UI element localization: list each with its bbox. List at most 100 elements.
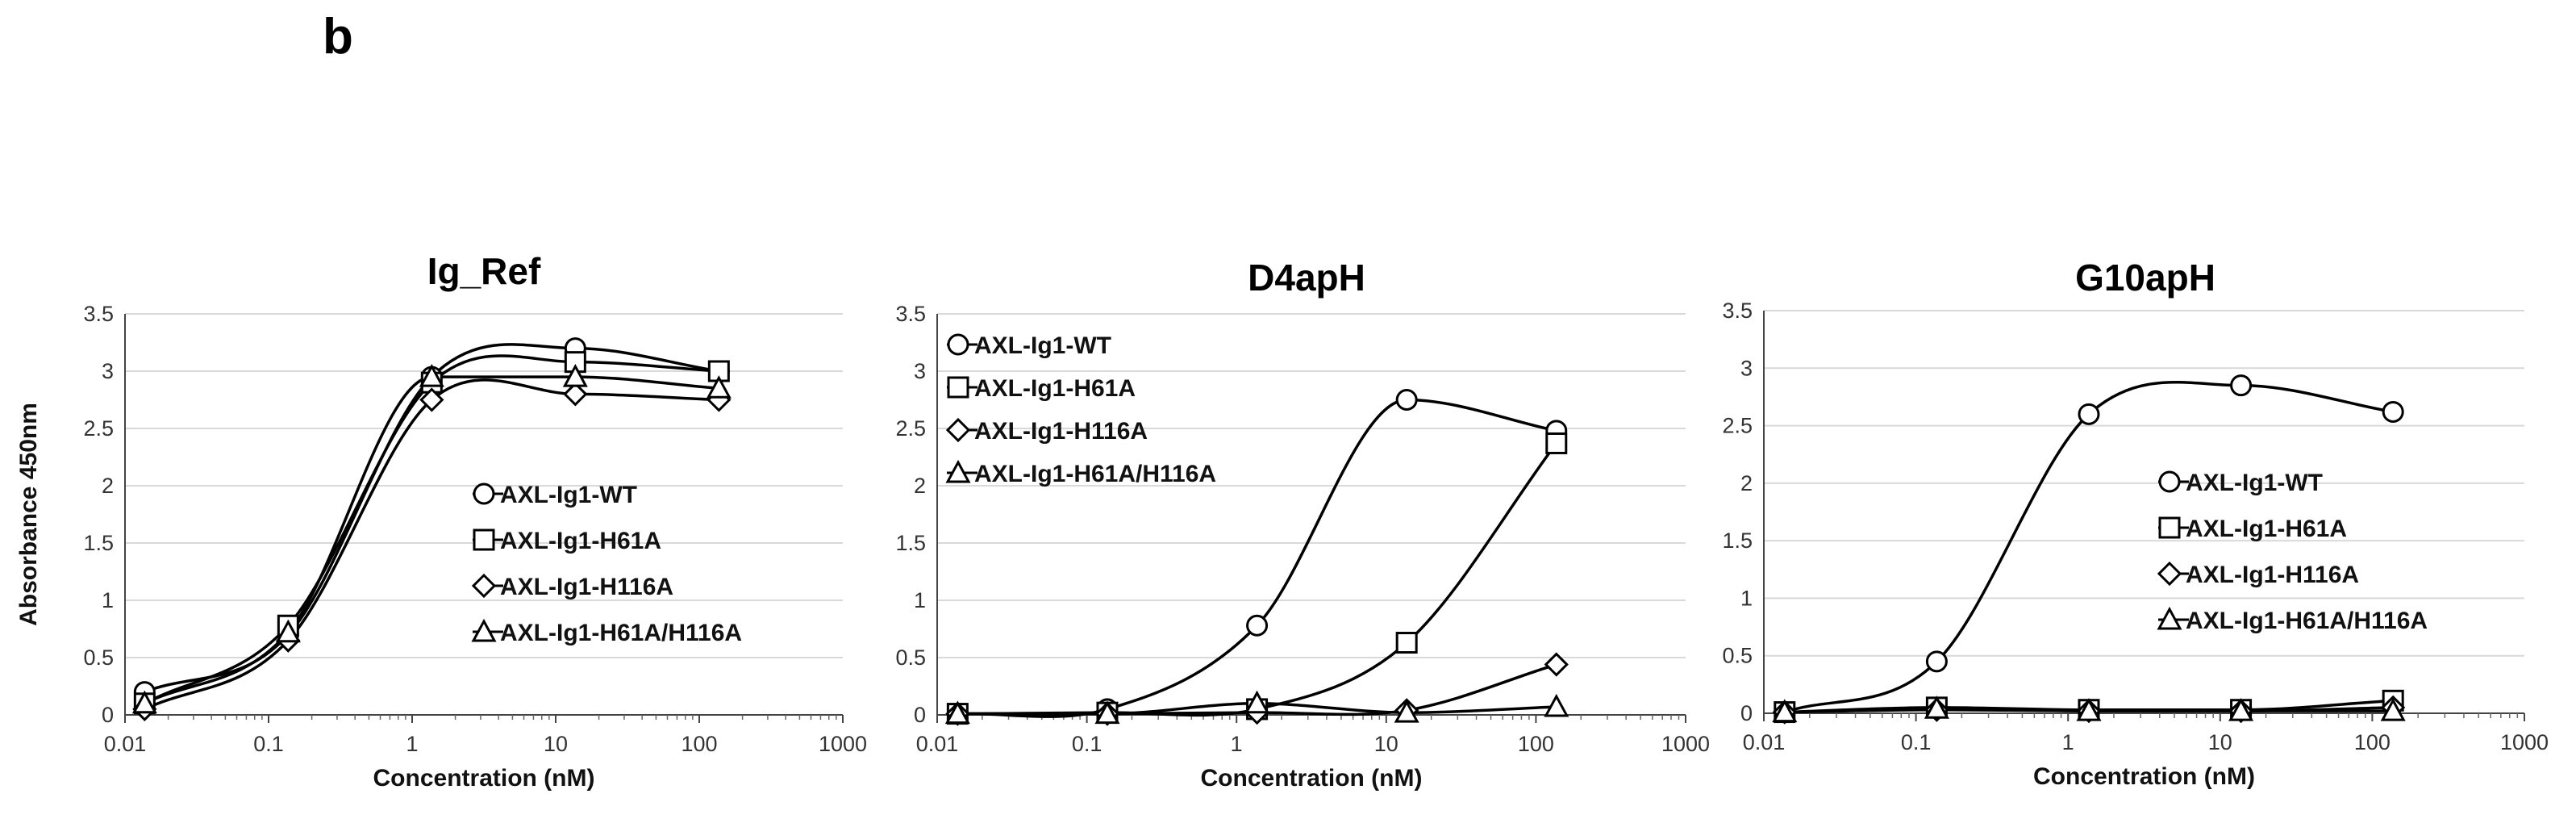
y-tick-label: 1 bbox=[1740, 586, 1753, 610]
data-point bbox=[1544, 693, 1569, 717]
data-point bbox=[2078, 403, 2100, 425]
y-tick-label: 1.5 bbox=[83, 531, 114, 555]
legend-marker bbox=[945, 459, 971, 483]
legend-label: AXL-Ig1-H61A/H116A bbox=[974, 461, 1216, 487]
y-tick-label: 2.5 bbox=[895, 416, 926, 441]
x-tick-label: 10 bbox=[1374, 732, 1398, 756]
series-line-1 bbox=[144, 354, 719, 705]
y-tick-label: 1 bbox=[914, 588, 926, 612]
x-tick-label: 1000 bbox=[1661, 732, 1710, 756]
y-tick-label: 3.5 bbox=[83, 302, 114, 326]
legend-label: AXL-Ig1-H61A/H116A bbox=[2186, 608, 2428, 634]
data-point bbox=[1395, 389, 1418, 411]
y-tick-label: 1.5 bbox=[1722, 528, 1753, 553]
x-tick-label: 0.01 bbox=[104, 732, 147, 756]
y-tick-label: 0 bbox=[914, 703, 926, 727]
series-line-3 bbox=[144, 375, 719, 705]
data-point bbox=[1244, 690, 1270, 714]
data-point bbox=[2230, 374, 2253, 397]
legend-marker bbox=[947, 376, 969, 399]
x-tick-label: 1 bbox=[2062, 730, 2074, 754]
x-tick-label: 10 bbox=[544, 732, 568, 756]
x-tick-label: 0.1 bbox=[1072, 732, 1103, 756]
chart-0: Ig_Ref 0 0.5 1 1.5 2 2.5 3 3.5 0.01 0.1 1 10 100 1000 C… bbox=[15, 250, 867, 792]
data-point bbox=[562, 363, 588, 387]
legend-marker bbox=[471, 618, 497, 642]
legend-marker bbox=[2158, 516, 2181, 539]
data-point bbox=[419, 363, 444, 387]
chart-title: Ig_Ref bbox=[427, 250, 541, 292]
legend-entry: AXL-Ig1-H61A bbox=[2158, 516, 2347, 542]
y-tick-label: 1 bbox=[102, 588, 114, 612]
legend-label: AXL-Ig1-H61A bbox=[974, 375, 1136, 402]
y-tick-label: 2.5 bbox=[83, 416, 114, 441]
legend-entry: AXL-Ig1-WT bbox=[2158, 470, 2323, 496]
y-tick-label: 3.5 bbox=[895, 302, 926, 326]
x-tick-label: 10 bbox=[2208, 730, 2232, 754]
x-tick-label: 0.1 bbox=[253, 732, 284, 756]
legend-entry: AXL-Ig1-H61A/H116A bbox=[471, 618, 742, 646]
x-tick-label: 100 bbox=[2354, 730, 2391, 754]
x-tick-label: 1000 bbox=[819, 732, 867, 756]
y-tick-label: 3 bbox=[914, 359, 926, 383]
data-point bbox=[2380, 697, 2406, 721]
legend-marker bbox=[473, 528, 495, 551]
y-tick-label: 2.5 bbox=[1722, 414, 1753, 438]
legend-label: AXL-Ig1-H61A bbox=[500, 528, 661, 554]
legend-marker bbox=[947, 333, 969, 356]
x-tick-label: 1 bbox=[406, 732, 418, 756]
legend-entry: AXL-Ig1-H61A/H116A bbox=[2157, 606, 2428, 634]
y-tick-label: 2 bbox=[914, 474, 926, 498]
y-axis-label: Absorbance 450nm bbox=[15, 403, 42, 626]
chart-title: G10apH bbox=[2075, 257, 2215, 299]
x-tick-label: 100 bbox=[681, 732, 717, 756]
x-tick-label: 100 bbox=[1518, 732, 1554, 756]
legend-label: AXL-Ig1-H116A bbox=[500, 574, 673, 600]
y-tick-label: 0.5 bbox=[1722, 644, 1753, 668]
data-point bbox=[419, 387, 444, 412]
x-tick-label: 0.01 bbox=[916, 732, 959, 756]
y-tick-label: 2 bbox=[102, 474, 114, 498]
y-tick-label: 3 bbox=[1740, 356, 1753, 380]
series-line-0 bbox=[957, 398, 1557, 718]
legend-marker bbox=[2158, 470, 2181, 493]
data-point bbox=[1924, 696, 1949, 719]
panel-label: b bbox=[323, 9, 353, 65]
legend-entry: AXL-Ig1-H61A bbox=[473, 528, 661, 554]
legend-entry: AXL-Ig1-WT bbox=[947, 332, 1111, 359]
legend-label: AXL-Ig1-WT bbox=[500, 482, 637, 508]
x-axis-label: Concentration (nM) bbox=[2033, 763, 2255, 790]
legend-label: AXL-Ig1-WT bbox=[2186, 470, 2323, 496]
legend-marker bbox=[945, 417, 971, 443]
data-point bbox=[275, 619, 301, 643]
y-tick-label: 3 bbox=[102, 359, 114, 383]
legend-entry: AXL-Ig1-H116A bbox=[471, 573, 673, 600]
data-point bbox=[131, 690, 157, 714]
x-tick-label: 0.01 bbox=[1743, 730, 1786, 754]
legend-marker bbox=[2157, 606, 2182, 630]
y-tick-label: 0.5 bbox=[83, 645, 114, 670]
data-point bbox=[706, 375, 732, 399]
data-point bbox=[1772, 699, 1798, 723]
legend-entry: AXL-Ig1-H116A bbox=[2157, 561, 2359, 588]
data-point bbox=[2228, 697, 2254, 721]
data-point bbox=[1094, 700, 1120, 725]
data-point bbox=[1925, 650, 1948, 673]
data-point bbox=[944, 700, 970, 725]
x-tick-label: 0.1 bbox=[1901, 730, 1932, 754]
data-point bbox=[1246, 614, 1269, 637]
y-tick-label: 0 bbox=[1740, 701, 1753, 725]
x-axis-label: Concentration (nM) bbox=[1201, 765, 1423, 792]
chart-title: D4apH bbox=[1248, 257, 1365, 299]
data-point bbox=[2382, 400, 2404, 423]
data-point bbox=[1395, 632, 1418, 654]
data-point bbox=[1545, 432, 1568, 454]
data-point bbox=[563, 382, 588, 407]
legend-label: AXL-Ig1-WT bbox=[974, 332, 1111, 359]
x-tick-label: 1 bbox=[1231, 732, 1243, 756]
data-point bbox=[1394, 700, 1419, 723]
legend-entry: AXL-Ig1-H61A bbox=[947, 375, 1136, 402]
legend-marker bbox=[471, 573, 497, 599]
y-tick-label: 0.5 bbox=[895, 645, 926, 670]
